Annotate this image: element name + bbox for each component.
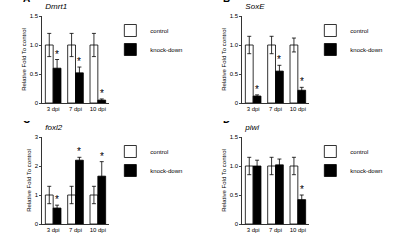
svg-text:control: control [350, 28, 368, 34]
svg-text:0: 0 [35, 221, 39, 227]
svg-text:knock-down: knock-down [150, 47, 182, 53]
svg-text:7 dpi: 7 dpi [69, 106, 82, 112]
svg-text:B: B [223, 0, 230, 4]
svg-text:*: * [55, 49, 59, 60]
svg-text:Dmrt1: Dmrt1 [45, 2, 67, 11]
svg-text:control: control [150, 28, 168, 34]
svg-text:knock-down: knock-down [350, 47, 382, 53]
svg-text:10 dpi: 10 dpi [90, 227, 106, 233]
svg-text:1.5: 1.5 [230, 13, 239, 19]
svg-text:*: * [300, 184, 304, 195]
svg-text:1.5: 1.5 [230, 134, 239, 140]
svg-text:10 dpi: 10 dpi [290, 106, 306, 112]
svg-text:C: C [23, 121, 30, 125]
svg-text:3 dpi: 3 dpi [47, 227, 60, 233]
svg-text:1.0: 1.0 [230, 42, 239, 48]
svg-text:*: * [300, 76, 304, 87]
svg-text:knock-down: knock-down [150, 168, 182, 174]
svg-text:*: * [255, 84, 259, 95]
svg-text:0: 0 [35, 100, 39, 106]
svg-text:3 dpi: 3 dpi [247, 106, 260, 112]
svg-text:0: 0 [235, 221, 239, 227]
svg-text:7 dpi: 7 dpi [269, 106, 282, 112]
svg-text:1.5: 1.5 [30, 13, 39, 19]
svg-text:2: 2 [35, 163, 39, 169]
svg-text:control: control [150, 149, 168, 155]
svg-text:3 dpi: 3 dpi [247, 227, 260, 233]
svg-text:foxl2: foxl2 [45, 123, 62, 132]
svg-text:*: * [100, 151, 104, 162]
svg-text:A: A [23, 0, 30, 4]
svg-text:Relative Fold To control: Relative Fold To control [221, 28, 227, 91]
svg-text:D: D [223, 121, 230, 125]
svg-text:10 dpi: 10 dpi [90, 106, 106, 112]
svg-text:7 dpi: 7 dpi [69, 227, 82, 233]
svg-text:1.0: 1.0 [230, 163, 239, 169]
svg-text:Relative Fold To control: Relative Fold To control [221, 149, 227, 212]
svg-text:0.5: 0.5 [230, 192, 239, 198]
svg-text:3: 3 [35, 134, 39, 140]
svg-text:SoxE: SoxE [245, 2, 265, 11]
svg-text:control: control [350, 149, 368, 155]
svg-text:0.5: 0.5 [30, 71, 39, 77]
svg-text:0: 0 [235, 100, 239, 106]
svg-text:*: * [55, 194, 59, 205]
svg-text:Relative Fold To control: Relative Fold To control [21, 28, 27, 91]
svg-text:1: 1 [35, 192, 39, 198]
svg-text:10 dpi: 10 dpi [290, 227, 306, 233]
svg-text:1.0: 1.0 [30, 42, 39, 48]
svg-text:*: * [77, 146, 81, 157]
svg-text:piwi: piwi [244, 123, 259, 132]
svg-text:*: * [77, 56, 81, 67]
svg-text:0.5: 0.5 [230, 71, 239, 77]
svg-text:*: * [277, 54, 281, 65]
svg-text:knock-down: knock-down [350, 168, 382, 174]
svg-text:7 dpi: 7 dpi [269, 227, 282, 233]
svg-text:Relative Fold To control: Relative Fold To control [26, 149, 32, 212]
svg-text:3 dpi: 3 dpi [47, 106, 60, 112]
svg-text:*: * [100, 88, 104, 99]
